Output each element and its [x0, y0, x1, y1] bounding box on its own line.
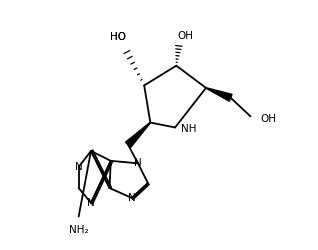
Text: NH: NH — [181, 124, 197, 134]
Text: N: N — [87, 198, 95, 208]
Text: OH: OH — [260, 114, 276, 124]
Text: N: N — [134, 158, 142, 168]
Text: HO: HO — [110, 32, 126, 42]
Text: OH: OH — [177, 30, 193, 40]
Text: N: N — [75, 162, 83, 172]
Polygon shape — [206, 88, 232, 101]
Text: N: N — [128, 193, 136, 203]
Polygon shape — [126, 122, 150, 148]
Text: NH₂: NH₂ — [69, 225, 88, 235]
Text: HO: HO — [110, 32, 126, 42]
